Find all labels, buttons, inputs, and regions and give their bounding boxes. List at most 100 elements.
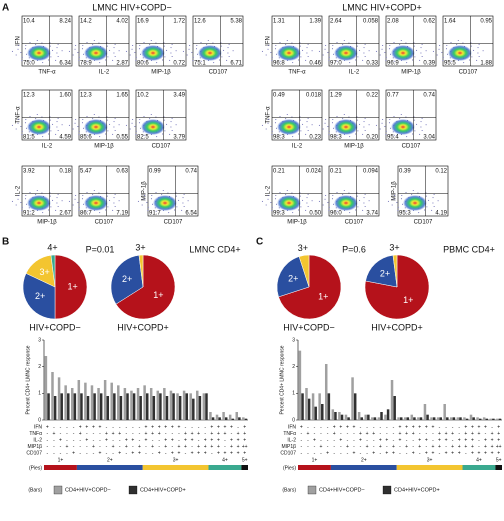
- density: [84, 119, 108, 135]
- dot: [393, 42, 395, 44]
- quadrant-value: 97.0: [330, 61, 342, 67]
- bar: [242, 417, 245, 420]
- dot: [25, 119, 27, 121]
- dot: [131, 122, 133, 124]
- dot: [171, 43, 173, 45]
- dot: [275, 45, 277, 47]
- quadrant-value: 98.3: [330, 135, 342, 141]
- bar: [403, 417, 407, 420]
- dot: [57, 130, 59, 132]
- dot: [385, 56, 387, 58]
- dot: [17, 48, 19, 50]
- dot: [78, 206, 80, 208]
- dot: [24, 198, 26, 200]
- bar: [192, 398, 195, 420]
- quadrant-value: 0.62: [423, 19, 435, 25]
- y-label: IL-2: [266, 185, 272, 196]
- dot: [42, 62, 44, 64]
- dot: [26, 203, 28, 205]
- quadrant-value: 2.64: [330, 19, 342, 25]
- dot: [318, 124, 320, 126]
- quadrant-value: 0.74: [423, 93, 435, 99]
- bar: [406, 417, 410, 420]
- quadrant-value: 3.79: [173, 135, 185, 141]
- dot: [170, 47, 172, 49]
- dot: [78, 130, 80, 132]
- dot: [78, 210, 80, 212]
- dot: [279, 60, 281, 62]
- dot: [98, 116, 100, 118]
- dot: [149, 44, 151, 46]
- dot: [396, 201, 398, 203]
- bar: [400, 417, 403, 420]
- x-label: MIP-1β: [287, 220, 307, 226]
- bar: [377, 417, 381, 420]
- x-label: CD107: [414, 220, 433, 226]
- row-signs: -+---+---+++---+++---+++-+++-++: [46, 431, 246, 437]
- bar: [152, 396, 156, 420]
- bar: [99, 393, 103, 420]
- dot: [411, 194, 413, 196]
- dot: [200, 42, 202, 44]
- quadrant-value: 0.18: [59, 169, 71, 175]
- dot: [363, 202, 365, 204]
- dot: [92, 44, 94, 46]
- dot: [187, 200, 189, 202]
- dot: [191, 51, 193, 53]
- group-title: LMNC HIV+COPD+: [342, 2, 422, 12]
- quadrant-value: 4.02: [116, 19, 128, 25]
- dot: [405, 116, 407, 118]
- dot: [52, 199, 54, 201]
- y-axis-label: Percent CD4+ LMNC response: [25, 345, 31, 414]
- bar: [202, 393, 206, 420]
- dot: [324, 198, 326, 200]
- dot: [421, 117, 423, 119]
- dot: [228, 43, 230, 45]
- dot: [357, 130, 359, 132]
- dot: [82, 195, 84, 197]
- density: [391, 45, 415, 61]
- quadrant-value: 0.39: [423, 61, 435, 67]
- bar: [338, 412, 341, 420]
- density: [334, 45, 358, 61]
- bar: [496, 418, 499, 420]
- dot: [35, 194, 37, 196]
- pie-slice: [278, 254, 342, 320]
- row-label: CD107: [280, 450, 296, 456]
- dot: [150, 113, 152, 115]
- dot: [471, 56, 473, 58]
- dot: [26, 53, 28, 55]
- dot: [81, 48, 83, 50]
- quadrant-value: 0.12: [435, 169, 447, 175]
- bar: [77, 380, 81, 420]
- dot: [417, 192, 419, 194]
- dot: [21, 206, 23, 208]
- dot: [107, 206, 109, 208]
- dot: [420, 52, 422, 54]
- bar: [113, 393, 116, 420]
- dot: [432, 202, 434, 204]
- dot: [114, 56, 116, 58]
- dot: [57, 206, 59, 208]
- dot: [212, 42, 214, 44]
- dot: [181, 209, 183, 211]
- dot: [300, 130, 302, 132]
- dot: [50, 130, 52, 132]
- dot: [98, 192, 100, 194]
- quadrant-value: 3.49: [173, 93, 185, 99]
- dot: [343, 189, 345, 191]
- dot: [112, 59, 114, 61]
- y-label: TNF-α: [266, 106, 272, 124]
- dot: [397, 210, 399, 212]
- bar: [456, 417, 460, 420]
- y-tick-label: 2: [38, 364, 41, 370]
- density: [277, 45, 301, 61]
- row-signs: ----+---+--+-++--+-++-+++-+++++: [300, 450, 500, 456]
- bar: [334, 412, 337, 420]
- dot: [328, 206, 330, 208]
- quadrant-value: 0.99: [149, 169, 161, 175]
- bar: [331, 409, 335, 420]
- dot: [450, 42, 452, 44]
- quadrant-value: 75.0: [23, 61, 35, 67]
- dot: [470, 45, 472, 47]
